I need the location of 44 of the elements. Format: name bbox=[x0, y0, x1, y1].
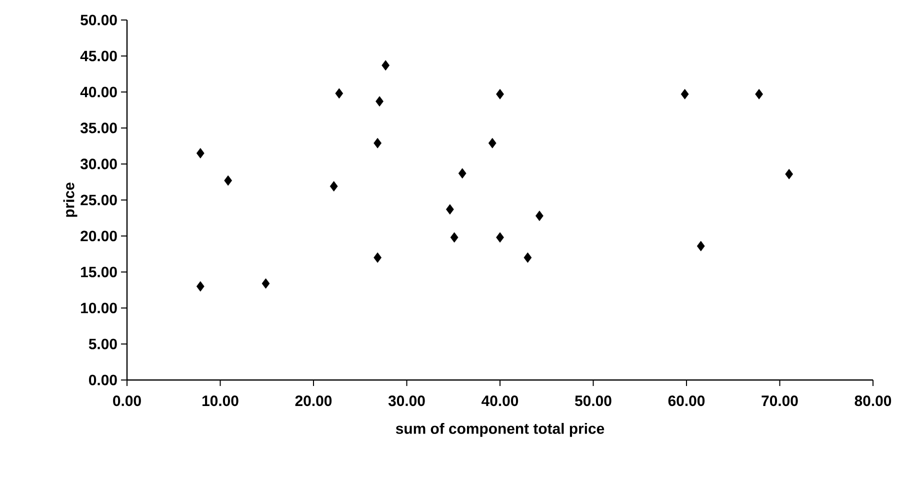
point bbox=[374, 252, 382, 263]
y-tick-label: 15.00 bbox=[81, 266, 117, 278]
point bbox=[496, 88, 504, 100]
x-tick-label: 20.00 bbox=[295, 396, 332, 406]
x-axis-title: sum of component total price bbox=[396, 422, 604, 437]
point bbox=[696, 240, 705, 252]
point bbox=[376, 96, 384, 107]
x-tick-label: 50.00 bbox=[575, 396, 612, 406]
point bbox=[335, 88, 344, 99]
y-tick-label: 10.00 bbox=[81, 302, 117, 314]
x-tick-label: 70.00 bbox=[762, 396, 798, 406]
point bbox=[496, 232, 504, 243]
y-tick-label: 20.00 bbox=[80, 230, 117, 242]
x-tick-label: 40.00 bbox=[482, 396, 518, 406]
x-tick-label: 0.00 bbox=[113, 396, 141, 406]
y-tick-label: 25.00 bbox=[80, 194, 117, 206]
point bbox=[196, 148, 204, 158]
point bbox=[488, 138, 496, 148]
y-tick-label: 50.00 bbox=[80, 14, 117, 26]
y-tick-label: 30.00 bbox=[80, 158, 117, 170]
point bbox=[458, 168, 466, 179]
y-tick-label: 45.00 bbox=[80, 50, 117, 62]
y-tick-label: 5.00 bbox=[88, 338, 117, 350]
point bbox=[196, 281, 204, 292]
x-tick-label: 60.00 bbox=[668, 396, 705, 406]
y-tick-label: 40.00 bbox=[80, 86, 117, 98]
point bbox=[680, 88, 689, 100]
y-axis-title: price bbox=[63, 182, 78, 217]
point bbox=[374, 138, 382, 148]
point bbox=[524, 252, 532, 263]
x-tick-label: 80.00 bbox=[854, 396, 892, 406]
point bbox=[382, 60, 390, 71]
y-tick-label: 0.00 bbox=[89, 374, 117, 386]
point bbox=[224, 175, 232, 186]
point bbox=[785, 168, 794, 180]
point bbox=[450, 232, 458, 243]
point bbox=[446, 204, 454, 215]
y-tick-label: 35.00 bbox=[80, 122, 117, 134]
point bbox=[755, 88, 763, 100]
point bbox=[262, 278, 270, 289]
point bbox=[536, 210, 544, 222]
x-tick-label: 10.00 bbox=[202, 396, 238, 406]
x-tick-label: 30.00 bbox=[388, 396, 425, 406]
point bbox=[330, 181, 338, 192]
